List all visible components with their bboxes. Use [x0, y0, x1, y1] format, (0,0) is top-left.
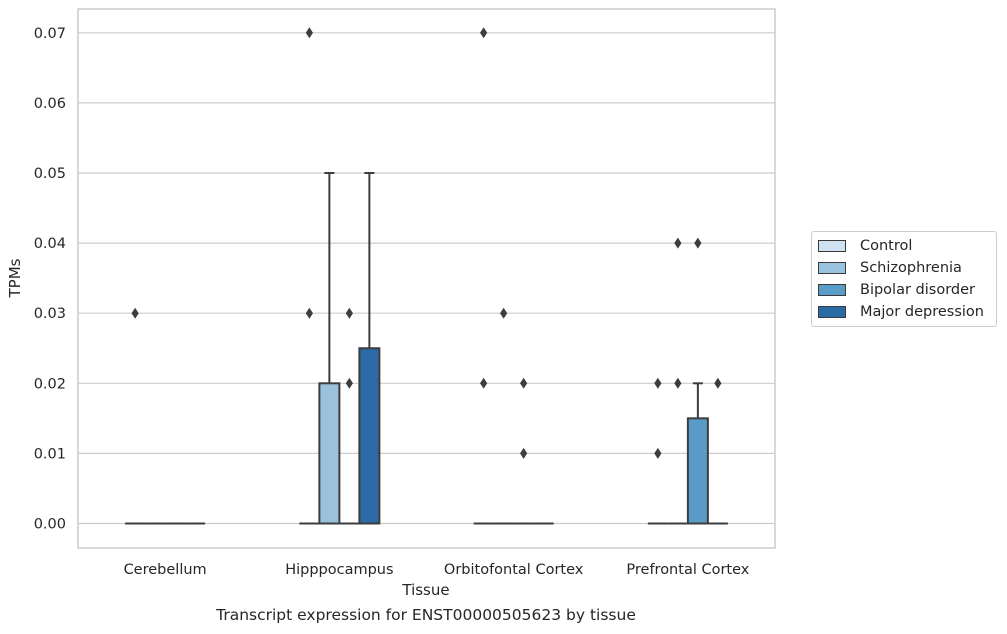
outlier-point-major-depression — [714, 377, 722, 389]
legend-item-major-depression: Major depression — [818, 303, 984, 321]
legend-swatch-control — [818, 240, 846, 252]
chart-caption: Transcript expression for ENST0000050562… — [216, 606, 636, 624]
outlier-point-control — [480, 27, 488, 39]
outlier-point-bipolar-disorder — [520, 377, 528, 389]
legend-item-control: Control — [818, 237, 912, 255]
y-tick-label: 0.05 — [34, 166, 66, 182]
legend: Control Schizophrenia Bipolar disorder M… — [811, 231, 997, 327]
legend-swatch-schizophrenia — [818, 262, 846, 274]
box-bipolar-disorder-prefrontal-cortex — [686, 382, 709, 525]
y-tick-label: 0.03 — [34, 306, 66, 322]
outlier-point-bipolar-disorder — [345, 307, 353, 319]
legend-label-control: Control — [860, 238, 913, 254]
y-tick-label: 0.00 — [34, 517, 66, 533]
legend-label-schizophrenia: Schizophrenia — [860, 260, 962, 276]
x-tick-label-prefrontal-cortex: Prefrontal Cortex — [626, 562, 749, 578]
outlier-point-control — [654, 377, 662, 389]
box-plot-area — [125, 172, 728, 525]
outlier-point-schizophrenia — [674, 377, 682, 389]
y-tick-label: 0.01 — [34, 446, 66, 462]
plot-frame — [77, 8, 776, 549]
outlier-point-control — [131, 307, 139, 319]
legend-label-bipolar-disorder: Bipolar disorder — [860, 282, 975, 298]
x-axis-label: Tissue — [401, 581, 449, 599]
y-tick-label: 0.02 — [34, 376, 66, 392]
outlier-markers — [131, 27, 722, 459]
y-tick-label: 0.07 — [34, 26, 66, 42]
outlier-point-schizophrenia — [500, 307, 508, 319]
gridlines — [78, 32, 775, 525]
box-body — [358, 347, 381, 525]
outlier-point-control — [480, 377, 488, 389]
outlier-point-control — [305, 307, 313, 319]
legend-swatch-major-depression — [818, 306, 846, 318]
x-tick-label-orbitofontal-cortex: Orbitofontal Cortex — [444, 562, 584, 578]
outlier-point-bipolar-disorder — [694, 237, 702, 249]
outlier-point-control — [654, 447, 662, 459]
y-tick-label: 0.04 — [34, 236, 66, 252]
legend-swatch-bipolar-disorder — [818, 284, 846, 296]
x-tick-label-hipppocampus: Hipppocampus — [285, 562, 393, 578]
outlier-point-schizophrenia — [674, 237, 682, 249]
y-tick-label: 0.06 — [34, 96, 66, 112]
y-axis-label: TPMs — [6, 258, 24, 298]
outlier-point-control — [305, 27, 313, 39]
box-major-depression-hipppocampus — [358, 172, 381, 525]
outlier-point-bipolar-disorder — [345, 377, 353, 389]
outlier-point-bipolar-disorder — [520, 447, 528, 459]
x-axis: Cerebellum Hipppocampus Orbitofontal Corte… — [124, 562, 750, 578]
y-axis: 0.00 0.01 0.02 0.03 0.04 0.05 0.06 0.07 — [34, 26, 66, 533]
x-tick-label-cerebellum: Cerebellum — [124, 562, 207, 578]
legend-label-major-depression: Major depression — [860, 304, 984, 320]
legend-item-schizophrenia: Schizophrenia — [818, 259, 962, 277]
box-body — [318, 382, 341, 525]
legend-item-bipolar-disorder: Bipolar disorder — [818, 281, 975, 299]
box-schizophrenia-hipppocampus — [318, 172, 341, 525]
box-body — [686, 417, 709, 525]
